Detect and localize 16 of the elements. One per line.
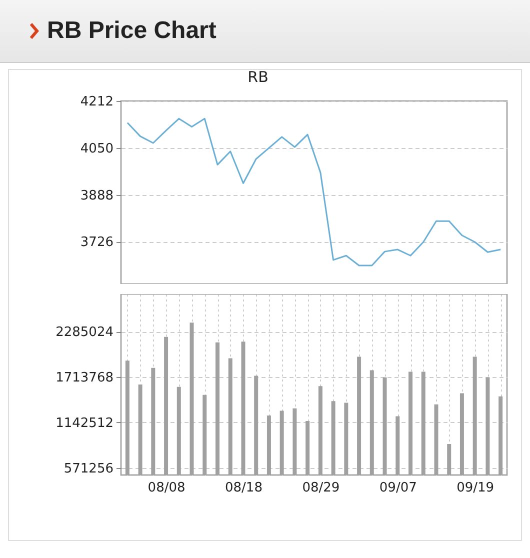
y-tick-label: 4050	[80, 141, 114, 156]
x-tick-label: 08/08	[148, 480, 186, 496]
x-tick-label: 08/29	[302, 480, 340, 496]
y-tick-label: 3726	[80, 235, 114, 250]
y-tick-label: 3888	[80, 188, 114, 204]
line-series	[126, 118, 502, 266]
x-tick-label: 09/07	[379, 480, 417, 496]
y-tick-label: 4212	[80, 94, 114, 110]
y-tick-label: 1142512	[56, 416, 114, 431]
chart-subtitle: RB	[248, 68, 268, 86]
chart-title: RB Price Chart	[47, 17, 216, 45]
y-tick-label: 1713768	[56, 370, 114, 386]
y-tick-label: 571256	[64, 461, 114, 476]
x-tick-label: 09/19	[456, 480, 494, 496]
x-tick-label: 08/18	[225, 480, 262, 496]
y-tick-label: 2285024	[56, 325, 114, 340]
